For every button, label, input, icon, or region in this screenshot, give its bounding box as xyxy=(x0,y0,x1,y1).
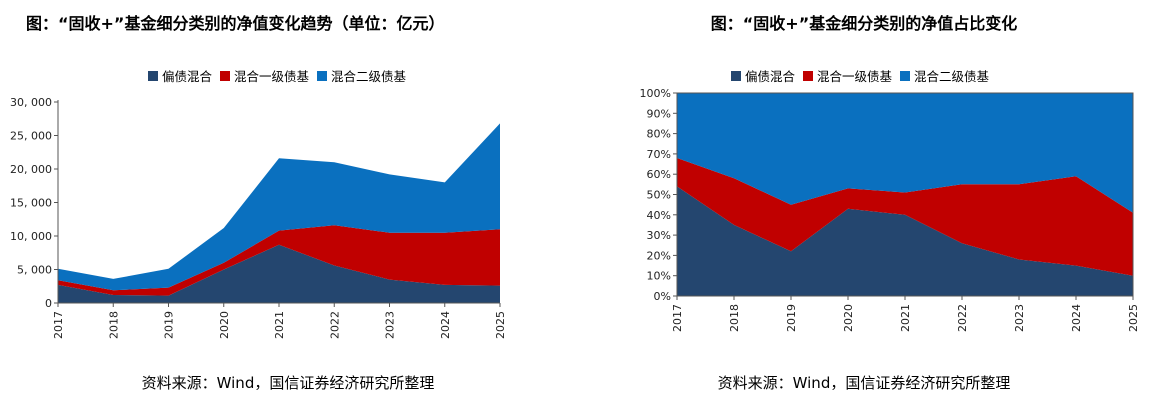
x-tick-label: 2022 xyxy=(328,311,341,339)
legend: 偏债混合 混合一级债基 混合二级债基 xyxy=(576,66,1152,85)
chart-title: 图：“固收+”基金细分类别的净值变化趋势（单位：亿元） xyxy=(26,14,445,33)
chart-panel-amount: 图：“固收+”基金细分类别的净值变化趋势（单位：亿元） 偏债混合 混合一级债基 … xyxy=(10,14,507,392)
source-note: 资料来源：Wind，国信证券经济研究所整理 xyxy=(717,374,1011,392)
legend-item: 混合二级债基 xyxy=(317,66,406,85)
y-tick-label: 70% xyxy=(647,148,671,161)
x-tick-label: 2025 xyxy=(494,311,507,339)
legend-label: 偏债混合 xyxy=(744,69,795,84)
legend-swatch xyxy=(148,70,158,81)
y-tick-label: 10, 000 xyxy=(10,230,52,243)
x-tick-label: 2021 xyxy=(273,311,286,339)
x-tick-label: 2017 xyxy=(52,311,65,339)
legend-swatch xyxy=(730,70,741,81)
x-tick-label: 2023 xyxy=(1013,304,1026,332)
x-tick-label: 2022 xyxy=(956,304,969,332)
x-tick-label: 2018 xyxy=(107,311,120,339)
x-tick-label: 2020 xyxy=(842,304,855,332)
area-series xyxy=(58,225,500,296)
y-tick-label: 50% xyxy=(647,189,671,202)
legend-item: 混合二级债基 xyxy=(900,66,989,85)
x-tick-label: 2024 xyxy=(1070,304,1083,332)
area-chart-amount: 0 5, 000 10, 000 15, 000 20, 000 25, 000 30, 0… xyxy=(10,96,507,339)
area-series xyxy=(677,186,1133,296)
legend-item: 偏债混合 xyxy=(148,66,212,85)
x-tick-label: 2020 xyxy=(218,311,231,339)
y-tick-label: 15, 000 xyxy=(10,197,52,210)
y-tick-label: 90% xyxy=(647,107,671,120)
chart-title: 图：“固收+”基金细分类别的净值占比变化 xyxy=(710,14,1018,33)
x-tick-label: 2019 xyxy=(785,304,798,332)
y-tick-label: 30, 000 xyxy=(10,96,52,109)
legend-swatch xyxy=(220,70,231,81)
y-tick-label: 20, 000 xyxy=(10,163,52,176)
legend-label: 混合二级债基 xyxy=(914,69,990,84)
y-tick-label: 5, 000 xyxy=(17,264,52,277)
legend-label: 混合一级债基 xyxy=(234,69,310,84)
legend-item: 偏债混合 xyxy=(730,66,795,85)
legend-item: 混合一级债基 xyxy=(220,66,309,85)
x-tick-label: 2025 xyxy=(1127,304,1140,332)
legend-label: 偏债混合 xyxy=(162,69,213,84)
chart-panel-share: 图：“固收+”基金细分类别的净值占比变化 偏债混合 混合一级债基 混合二级债基 … xyxy=(576,0,1152,403)
area-series xyxy=(58,244,500,303)
area-series xyxy=(677,158,1133,276)
y-tick-label: 25, 000 xyxy=(10,130,52,143)
area-series xyxy=(58,123,500,291)
x-tick-label: 2019 xyxy=(163,311,176,339)
area-series xyxy=(677,93,1133,213)
y-tick-label: 30% xyxy=(647,229,671,242)
legend-swatch xyxy=(317,70,328,81)
y-tick-label: 100% xyxy=(640,87,671,100)
legend-item: 混合一级债基 xyxy=(802,66,892,85)
y-tick-label: 40% xyxy=(647,209,671,222)
legend-swatch xyxy=(900,70,910,81)
y-tick-label: 0% xyxy=(654,290,671,303)
source-note: 资料来源：Wind，国信证券经济研究所整理 xyxy=(141,374,435,392)
legend-swatch xyxy=(802,70,813,81)
x-tick-label: 2017 xyxy=(671,304,684,332)
y-tick-label: 60% xyxy=(647,168,671,181)
x-tick-label: 2018 xyxy=(728,304,741,332)
x-tick-label: 2024 xyxy=(439,311,452,339)
legend: 偏债混合 混合一级债基 混合二级债基 xyxy=(0,66,724,85)
x-tick-label: 2023 xyxy=(384,311,397,339)
y-tick-label: 0 xyxy=(45,297,52,310)
y-tick-label: 80% xyxy=(647,128,671,141)
legend-label: 混合一级债基 xyxy=(816,69,892,84)
x-tick-label: 2021 xyxy=(899,304,912,332)
y-tick-label: 20% xyxy=(647,249,671,262)
y-tick-label: 10% xyxy=(647,270,671,283)
legend-label: 混合二级债基 xyxy=(331,69,407,84)
area-chart-share: 0% 10% 20% 30% 40% 50% 60% 70% 80% 90% 100% 2017 201… xyxy=(640,87,1140,332)
